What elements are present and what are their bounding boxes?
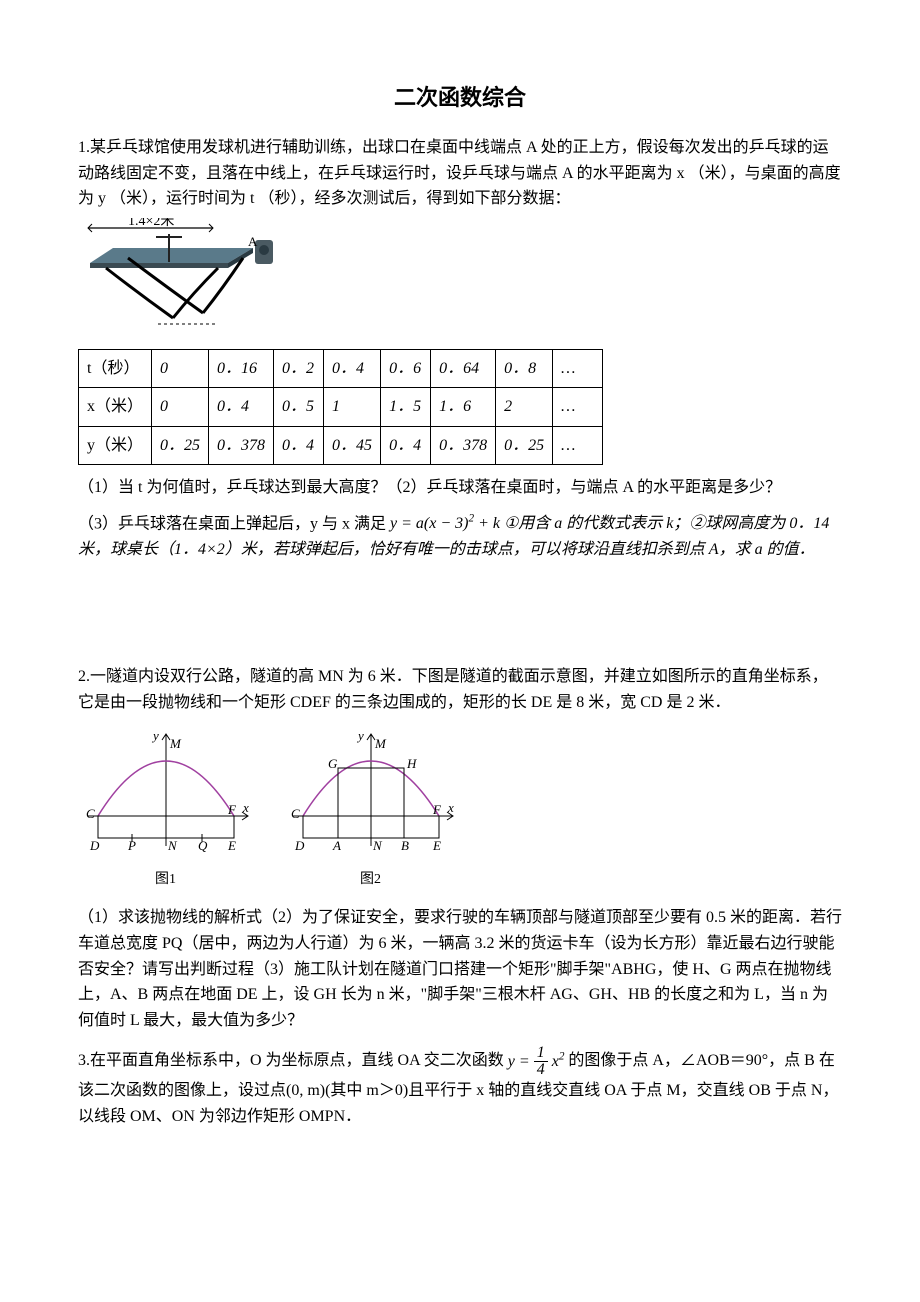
td: 0．5 [274,388,324,427]
td: 0．6 [381,349,431,388]
svg-text:C: C [86,806,95,821]
svg-text:Q: Q [198,838,208,853]
p1-q3: （3）乒乓球落在桌面上弹起后，y 与 x 满足 y = a(x − 3)2 + … [78,511,842,563]
td: 0．25 [496,426,553,465]
td: … [553,349,603,388]
svg-text:A: A [332,838,341,853]
td: 2 [496,388,553,427]
problem-2-text: 2.一隧道内设双行公路，隧道的高 MN 为 6 米．下图是隧道的截面示意图，并建… [78,664,842,715]
td: 0．2 [274,349,324,388]
td: 0 [152,388,209,427]
diagram-2: y x M G H C F D E A N B 图2 [283,726,458,892]
fraction: 14 [534,1045,548,1078]
svg-text:D: D [294,838,305,853]
svg-text:A: A [248,234,258,249]
problem-2-num: 2. [78,668,90,685]
problem-3-num: 3. [78,1053,90,1070]
table-tennis-image: 1.4×2米 A [78,218,842,339]
th: t（秒） [79,349,152,388]
diagram-1: y x M C F D E P N Q 图1 [78,726,253,892]
problem-1-num: 1. [78,139,90,156]
diagram-1-caption: 图1 [78,869,253,891]
svg-text:C: C [291,806,300,821]
diagram-2-caption: 图2 [283,869,458,891]
td: 0．4 [274,426,324,465]
problem-3-text: 3.在平面直角坐标系中，O 为坐标原点，直线 OA 交二次函数 y = 14 x… [78,1045,842,1129]
td: 1．5 [381,388,431,427]
svg-text:B: B [401,838,409,853]
svg-text:1.4×2米: 1.4×2米 [128,218,174,229]
td: 0．25 [152,426,209,465]
svg-text:M: M [374,736,387,751]
td: 0．4 [381,426,431,465]
td: 1 [324,388,381,427]
td: … [553,426,603,465]
td: 0．8 [496,349,553,388]
data-table: t（秒） 0 0．16 0．2 0．4 0．6 0．64 0．8 … x（米） … [78,349,603,466]
td: 0．16 [209,349,274,388]
th: y（米） [79,426,152,465]
td: 0 [152,349,209,388]
svg-text:x: x [447,800,454,815]
svg-text:N: N [167,838,178,853]
p1-q12: （1）当 t 为何值时，乒乓球达到最大高度？（2）乒乓球落在桌面时，与端点 A … [78,475,842,501]
svg-text:H: H [406,756,417,771]
svg-text:D: D [89,838,100,853]
svg-text:G: G [328,756,338,771]
svg-text:y: y [356,728,364,743]
td: 0．378 [209,426,274,465]
td: 1．6 [431,388,496,427]
td: 0．378 [431,426,496,465]
svg-text:F: F [432,802,442,817]
svg-text:E: E [432,838,441,853]
problem-1: 1.某乒乓球馆使用发球机进行辅助训练，出球口在桌面中线端点 A 处的正上方，假设… [78,135,842,562]
svg-text:E: E [227,838,236,853]
problem-2: 2.一隧道内设双行公路，隧道的高 MN 为 6 米．下图是隧道的截面示意图，并建… [78,664,842,1033]
td: 0．64 [431,349,496,388]
svg-text:N: N [372,838,383,853]
page-title: 二次函数综合 [78,80,842,115]
p2-questions: （1）求该抛物线的解析式（2）为了保证安全，要求行驶的车辆顶部与隧道顶部至少要有… [78,905,842,1033]
problem-3: 3.在平面直角坐标系中，O 为坐标原点，直线 OA 交二次函数 y = 14 x… [78,1045,842,1129]
th: x（米） [79,388,152,427]
p1-questions: （1）当 t 为何值时，乒乓球达到最大高度？（2）乒乓球落在桌面时，与端点 A … [78,475,842,562]
td: 0．4 [324,349,381,388]
td: 0．4 [209,388,274,427]
svg-text:x: x [242,800,249,815]
problem-1-text: 1.某乒乓球馆使用发球机进行辅助训练，出球口在桌面中线端点 A 处的正上方，假设… [78,135,842,212]
td: 0．45 [324,426,381,465]
svg-text:F: F [227,802,237,817]
tunnel-diagrams: y x M C F D E P N Q 图1 [78,726,842,892]
spacer [78,574,842,664]
td: … [553,388,603,427]
svg-text:y: y [151,728,159,743]
svg-text:M: M [169,736,182,751]
